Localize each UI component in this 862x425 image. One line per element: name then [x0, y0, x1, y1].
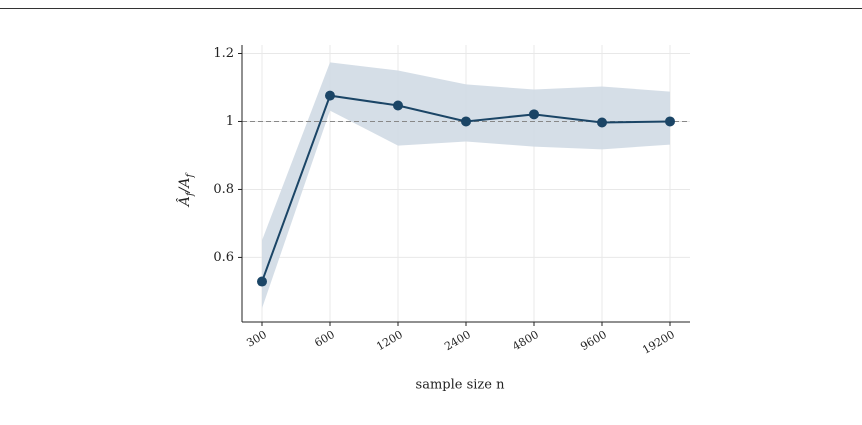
point [665, 116, 675, 127]
x-axis-label: sample size n [416, 378, 506, 393]
y-tick-label: 0.6 [213, 250, 234, 265]
x-tick-label: 19200 [640, 328, 677, 357]
point [461, 116, 471, 127]
point [393, 100, 403, 111]
point [597, 117, 607, 128]
x-tick-label: 1200 [374, 328, 405, 353]
x-tick-label: 300 [244, 328, 269, 350]
point [325, 90, 335, 101]
y-tick-label: 0.8 [213, 182, 234, 197]
x-tick-label: 2400 [442, 328, 473, 353]
point [529, 109, 539, 120]
x-tick-label: 9600 [578, 328, 609, 353]
point [257, 276, 267, 287]
y-tick-label: 1.2 [213, 46, 234, 61]
y-tick-label: 1 [226, 114, 234, 129]
y-axis-label: Âf/Af [175, 172, 196, 209]
confidence-band [262, 62, 670, 309]
x-tick-label: 600 [312, 328, 337, 350]
x-tick-label: 4800 [510, 328, 541, 353]
